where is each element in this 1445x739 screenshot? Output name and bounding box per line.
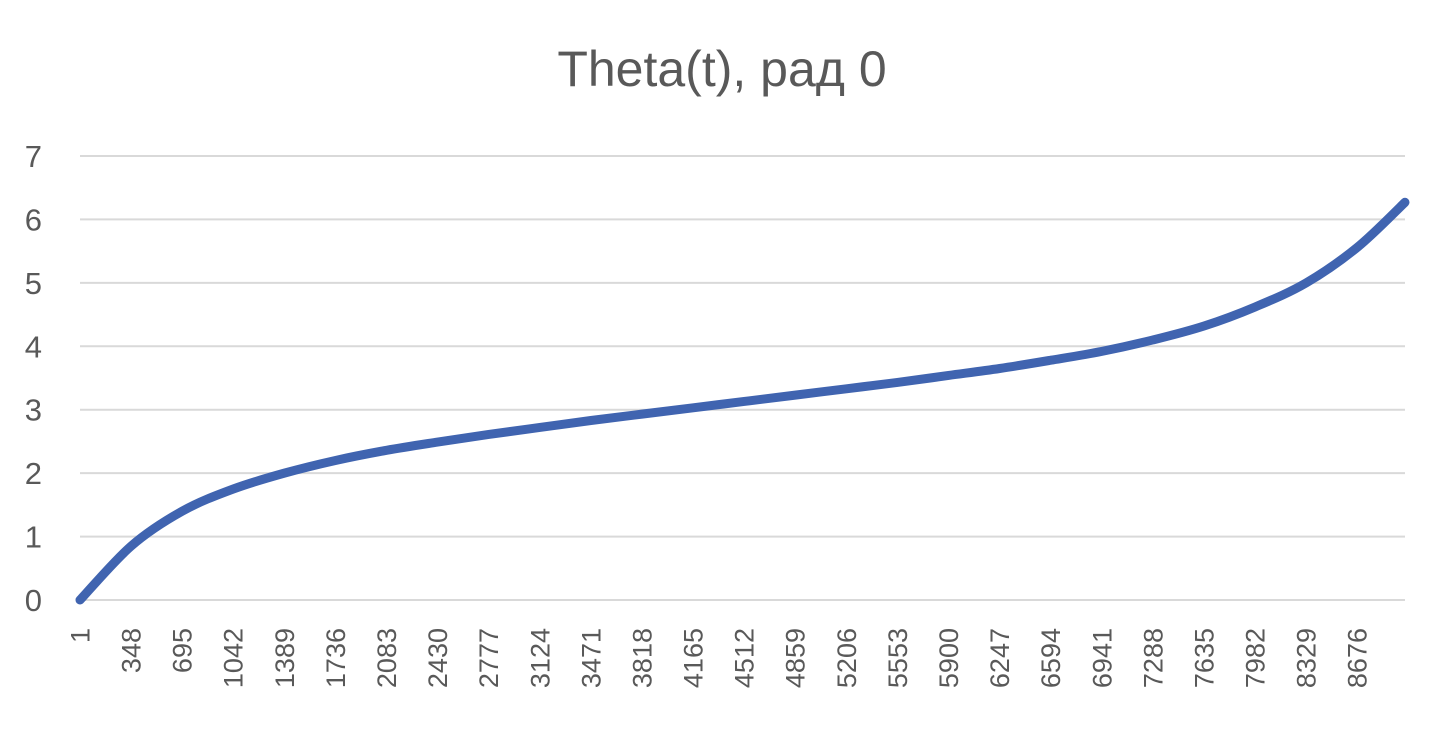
x-tick-label: 5553 — [883, 628, 913, 688]
x-tick-label: 3124 — [525, 628, 555, 688]
x-tick-label: 5900 — [934, 628, 964, 688]
y-tick-label: 0 — [25, 583, 42, 618]
x-tick-label: 1 — [65, 628, 95, 643]
x-tick-label: 7982 — [1241, 628, 1271, 688]
chart-title: Theta(t), рад 0 — [557, 41, 886, 97]
x-tick-label: 2430 — [423, 628, 453, 688]
x-tick-label: 695 — [168, 628, 198, 673]
x-tick-label: 8329 — [1292, 628, 1322, 688]
series-line-0 — [75, 197, 1410, 605]
x-tick-label: 2083 — [372, 628, 402, 688]
y-tick-label: 7 — [25, 139, 42, 174]
x-tick-label: 7288 — [1138, 628, 1168, 688]
y-tick-label: 4 — [25, 329, 42, 364]
x-tick-label: 348 — [117, 628, 147, 673]
x-tick-label: 1042 — [219, 628, 249, 688]
y-tick-label: 2 — [25, 456, 42, 491]
x-tick-label: 6941 — [1087, 628, 1117, 688]
x-tick-label: 1389 — [270, 628, 300, 688]
x-tick-label: 6594 — [1036, 628, 1066, 688]
y-axis: 0 1 2 3 4 5 6 7 — [25, 139, 42, 618]
x-tick-label: 4859 — [781, 628, 811, 688]
x-tick-label: 4165 — [679, 628, 709, 688]
x-tick-label: 5206 — [832, 628, 862, 688]
x-tick-label: 1736 — [321, 628, 351, 688]
x-tick-label: 3471 — [576, 628, 606, 688]
x-tick-label: 7635 — [1189, 628, 1219, 688]
x-tick-label: 4512 — [730, 628, 760, 688]
x-tick-label: 3818 — [627, 628, 657, 688]
y-tick-label: 3 — [25, 393, 42, 428]
x-tick-label: 6247 — [985, 628, 1015, 688]
x-tick-label: 2777 — [474, 628, 504, 688]
x-axis: 1 348 695 1042 1389 1736 2083 2430 2777 3124 3471 3… — [65, 628, 1372, 688]
gridlines — [80, 155, 1405, 601]
y-tick-label: 1 — [25, 520, 42, 555]
x-tick-label: 8676 — [1343, 628, 1373, 688]
series-layer — [75, 197, 1410, 605]
y-tick-label: 6 — [25, 202, 42, 237]
y-tick-label: 5 — [25, 266, 42, 301]
